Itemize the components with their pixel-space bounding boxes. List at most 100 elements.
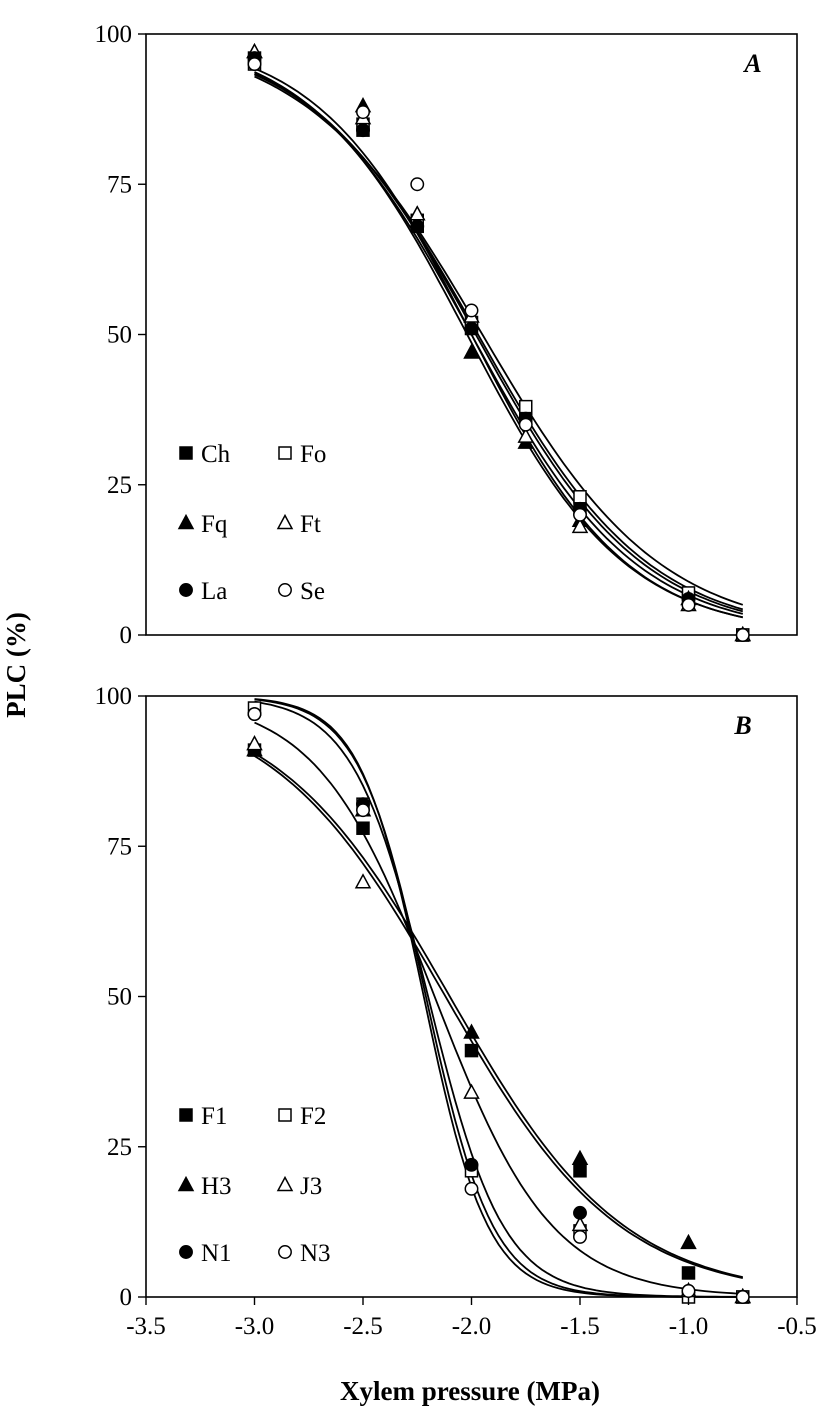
legend-marker-la bbox=[179, 583, 193, 597]
data-point-fq bbox=[463, 343, 480, 359]
data-point-j3 bbox=[246, 734, 263, 751]
legend: F1 F2 H3 J3 N1 N3 bbox=[177, 1103, 331, 1267]
y-tick-label: 0 bbox=[120, 622, 133, 649]
data-point-se bbox=[518, 417, 533, 432]
legend-marker-f2 bbox=[278, 1108, 292, 1122]
x-axis-ticks: -3.5 -3.0 -2.5 -2.0 -1.5 -1.0 -0.5 bbox=[126, 1297, 817, 1340]
y-tick-label: 0 bbox=[120, 1284, 133, 1311]
data-point-n3 bbox=[464, 1181, 479, 1196]
panel-letter: B bbox=[733, 711, 751, 740]
data-point-la bbox=[410, 219, 425, 234]
data-markers bbox=[246, 42, 752, 642]
y-tick-label: 75 bbox=[107, 171, 132, 198]
data-point-h3 bbox=[680, 1233, 697, 1250]
data-point-j3 bbox=[463, 1083, 480, 1099]
y-tick-label: 75 bbox=[107, 833, 132, 860]
legend-label-la: La bbox=[201, 578, 227, 605]
x-tick-label: -3.5 bbox=[126, 1313, 166, 1340]
legend-marker-se bbox=[278, 583, 292, 597]
legend-marker-n3 bbox=[278, 1245, 292, 1259]
fitted-curves bbox=[254, 698, 743, 1298]
data-point-n3 bbox=[247, 707, 262, 721]
fitted-curve-fq bbox=[254, 67, 744, 619]
legend-marker-n1 bbox=[179, 1245, 193, 1259]
fitted-curve-f2 bbox=[254, 698, 743, 1298]
data-point-f1 bbox=[356, 821, 370, 835]
data-point-j3 bbox=[354, 873, 372, 889]
panel-letter: A bbox=[742, 49, 761, 78]
legend-marker-fo bbox=[278, 446, 292, 460]
data-point-h3 bbox=[463, 1023, 480, 1039]
y-tick-label: 25 bbox=[107, 1134, 132, 1161]
x-tick-label: -2.5 bbox=[343, 1313, 383, 1340]
data-point-se bbox=[247, 57, 262, 72]
panel-a: 0 25 50 75 100 Ch Fo Fq Ft La Se A bbox=[95, 21, 798, 649]
fitted-curve-f1 bbox=[254, 755, 743, 1279]
fitted-curve-la bbox=[254, 72, 744, 613]
fitted-curve-n3 bbox=[254, 698, 743, 1298]
data-point-se bbox=[356, 105, 370, 120]
legend-label-h3: H3 bbox=[201, 1173, 232, 1200]
legend-label-j3: J3 bbox=[300, 1173, 322, 1200]
data-point-fo bbox=[573, 490, 587, 504]
fitted-curve-ft bbox=[254, 71, 744, 619]
fitted-curve-fo bbox=[254, 75, 744, 606]
legend-label-f2: F2 bbox=[300, 1103, 326, 1130]
legend-marker-ft bbox=[276, 513, 294, 530]
y-tick-label: 100 bbox=[95, 683, 133, 710]
y-tick-label: 50 bbox=[107, 984, 132, 1011]
y-axis-ticks: 0 25 50 75 100 bbox=[95, 21, 146, 649]
data-point-f1 bbox=[573, 1164, 587, 1178]
data-point-ft bbox=[408, 205, 426, 221]
data-point-n3 bbox=[356, 803, 370, 818]
data-point-se bbox=[464, 303, 479, 318]
x-tick-label: -1.0 bbox=[669, 1313, 709, 1340]
y-tick-label: 100 bbox=[95, 21, 133, 48]
legend-marker-fq bbox=[177, 513, 195, 530]
fitted-curve-h3 bbox=[254, 752, 743, 1278]
panel-b: 0 25 50 75 100 F1 F2 H3 J3 N1 N3 B bbox=[95, 683, 798, 1311]
data-point-se bbox=[681, 598, 696, 612]
fitted-curve-j3 bbox=[254, 721, 743, 1295]
plot-area-frame bbox=[145, 695, 798, 1298]
legend-label-n3: N3 bbox=[300, 1240, 331, 1267]
fitted-curve-se bbox=[254, 72, 744, 615]
fitted-curve-n1 bbox=[254, 700, 743, 1298]
fitted-curve-ch bbox=[254, 73, 744, 611]
data-point-f1 bbox=[464, 1043, 479, 1058]
data-point-f1 bbox=[681, 1266, 696, 1280]
legend: Ch Fo Fq Ft La Se bbox=[177, 441, 326, 605]
data-point-se bbox=[735, 628, 750, 642]
y-axis-ticks: 0 25 50 75 100 bbox=[95, 683, 146, 1311]
data-point-n1 bbox=[573, 1205, 587, 1220]
data-point-fo bbox=[519, 399, 533, 414]
legend-label-ch: Ch bbox=[201, 441, 231, 468]
legend-label-fq: Fq bbox=[201, 511, 228, 538]
data-point-ft bbox=[571, 517, 589, 534]
y-axis-title: PLC (%) bbox=[1, 612, 31, 718]
data-point-se bbox=[573, 507, 587, 522]
legend-marker-ch bbox=[179, 446, 193, 460]
x-axis-title: Xylem pressure (MPa) bbox=[340, 1376, 600, 1406]
x-tick-label: -2.0 bbox=[452, 1313, 492, 1340]
data-point-se bbox=[410, 177, 425, 192]
legend-label-f1: F1 bbox=[201, 1103, 227, 1130]
data-point-h3 bbox=[571, 1149, 589, 1166]
y-tick-label: 50 bbox=[107, 322, 132, 349]
legend-marker-j3 bbox=[276, 1175, 294, 1192]
data-point-n3 bbox=[573, 1229, 587, 1244]
legend-label-fo: Fo bbox=[300, 441, 326, 468]
data-point-n3 bbox=[681, 1284, 696, 1298]
data-point-la bbox=[464, 321, 479, 336]
legend-label-n1: N1 bbox=[201, 1240, 232, 1267]
data-point-la bbox=[356, 123, 370, 138]
legend-label-ft: Ft bbox=[300, 511, 321, 538]
x-tick-label: -0.5 bbox=[777, 1313, 817, 1340]
y-tick-label: 25 bbox=[107, 472, 132, 499]
data-point-n3 bbox=[735, 1290, 750, 1304]
fitted-curves bbox=[254, 67, 744, 619]
x-tick-label: -3.0 bbox=[235, 1313, 275, 1340]
data-point-ft bbox=[517, 427, 535, 443]
data-markers bbox=[246, 701, 752, 1304]
